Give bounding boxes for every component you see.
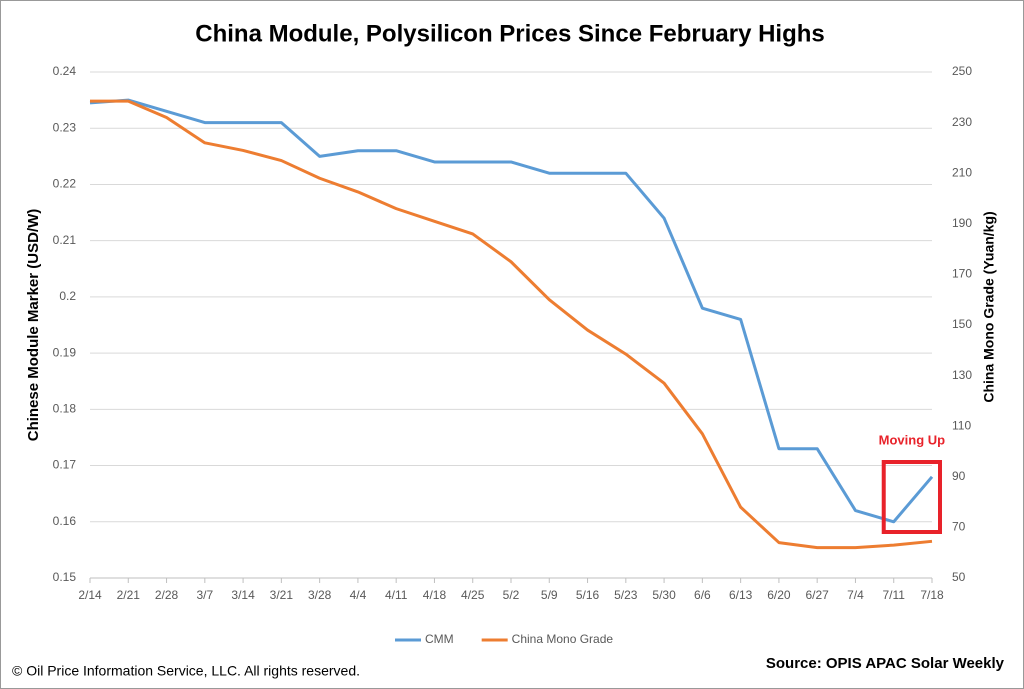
y-tick-label: 0.2 <box>59 289 76 303</box>
x-tick-label: 3/21 <box>270 588 294 602</box>
x-tick-label: 5/30 <box>652 588 676 602</box>
x-tick-label: 7/4 <box>847 588 864 602</box>
x-tick-label: 4/11 <box>385 588 408 602</box>
y-tick-label: 0.23 <box>53 120 77 134</box>
x-tick-label: 4/4 <box>350 588 367 602</box>
x-tick-label: 3/28 <box>308 588 332 602</box>
x-tick-label: 5/9 <box>541 588 558 602</box>
x-tick-label: 6/20 <box>767 588 791 602</box>
y-tick-label: 0.16 <box>53 514 77 528</box>
y-tick-label: 0.24 <box>53 64 77 78</box>
chart-title: China Module, Polysilicon Prices Since F… <box>195 20 825 47</box>
x-tick-label: 3/14 <box>231 588 255 602</box>
y2-tick-label: 90 <box>952 469 966 483</box>
y-axis-title: Chinese Module Marker (USD/W) <box>25 209 42 442</box>
x-tick-label: 2/28 <box>155 588 179 602</box>
y-tick-label: 0.15 <box>53 570 77 584</box>
y2-tick-label: 110 <box>952 418 971 432</box>
x-tick-label: 6/6 <box>694 588 711 602</box>
y-tick-label: 0.22 <box>53 177 77 191</box>
y2-tick-label: 210 <box>952 165 972 179</box>
y2-tick-label: 130 <box>952 368 972 382</box>
y2-tick-label: 250 <box>952 64 972 78</box>
y-tick-label: 0.19 <box>53 345 77 359</box>
series-line <box>89 98 934 524</box>
x-tick-label: 6/13 <box>729 588 753 602</box>
x-tick-label: 7/18 <box>920 588 944 602</box>
x-tick-label: 5/23 <box>614 588 638 602</box>
x-tick-label: 4/25 <box>461 588 485 602</box>
y2-tick-label: 50 <box>952 570 966 584</box>
y-tick-label: 0.17 <box>53 458 77 472</box>
x-tick-label: 4/18 <box>423 588 447 602</box>
y2-tick-label: 170 <box>952 267 972 281</box>
y2-tick-label: 190 <box>952 216 972 230</box>
y-tick-label: 0.18 <box>53 402 77 416</box>
y2-tick-label: 150 <box>952 317 972 331</box>
y2-axis-title: China Mono Grade (Yuan/kg) <box>981 211 997 402</box>
y-tick-label: 0.21 <box>53 233 77 247</box>
x-tick-label: 3/7 <box>196 588 213 602</box>
annotation-box <box>881 460 943 534</box>
legend-label: China Mono Grade <box>512 632 614 646</box>
copyright: © Oil Price Information Service, LLC. Al… <box>12 663 360 679</box>
x-tick-label: 2/14 <box>78 588 102 602</box>
x-tick-label: 5/16 <box>576 588 600 602</box>
y2-tick-label: 70 <box>952 520 966 534</box>
x-tick-label: 6/27 <box>806 588 830 602</box>
x-tick-label: 5/2 <box>503 588 520 602</box>
y2-tick-label: 230 <box>952 115 972 129</box>
x-tick-label: 7/11 <box>882 588 905 602</box>
annotation: Moving Up <box>879 432 945 447</box>
x-tick-label: 2/21 <box>117 588 141 602</box>
source: Source: OPIS APAC Solar Weekly <box>766 655 1005 672</box>
series-line <box>90 99 933 550</box>
legend-label: CMM <box>425 632 454 646</box>
